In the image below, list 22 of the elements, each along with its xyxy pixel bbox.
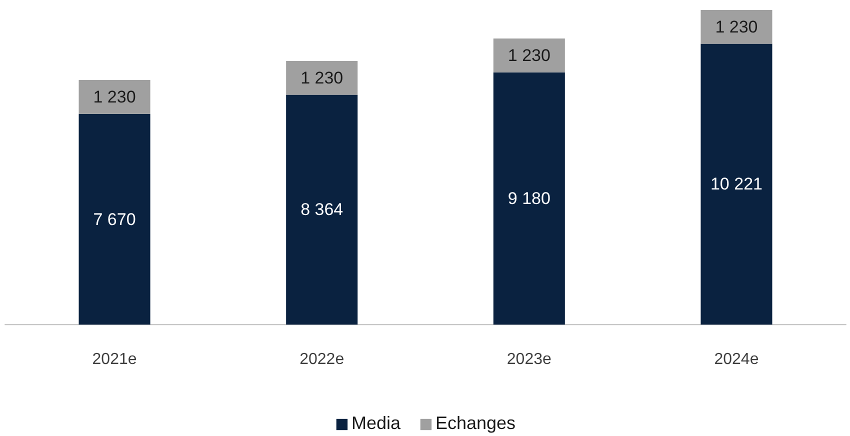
data-label: 9 180 bbox=[508, 189, 550, 208]
bar bbox=[78, 80, 150, 114]
x-tick-label: 2023e bbox=[506, 351, 552, 368]
data-label: 7 670 bbox=[93, 210, 136, 229]
data-label: 10 221 bbox=[710, 174, 762, 194]
bar bbox=[493, 72, 565, 325]
data-label: 1 230 bbox=[93, 87, 136, 106]
bar bbox=[700, 10, 772, 44]
x-tick-label: 2022e bbox=[300, 351, 344, 368]
data-label: 8 364 bbox=[300, 200, 344, 220]
data-label: 1 230 bbox=[715, 17, 758, 36]
bar bbox=[78, 114, 150, 325]
x-tick-label: 2024e bbox=[714, 351, 759, 368]
x-tick-label: 2021e bbox=[92, 351, 137, 368]
bar bbox=[286, 94, 358, 325]
bar bbox=[700, 44, 772, 325]
legend-label: Media bbox=[351, 413, 400, 434]
legend-label: Echanges bbox=[435, 413, 516, 434]
data-label: 1 230 bbox=[508, 46, 550, 65]
data-label: 1 230 bbox=[300, 68, 344, 88]
bar bbox=[286, 60, 358, 95]
bar bbox=[493, 38, 565, 72]
